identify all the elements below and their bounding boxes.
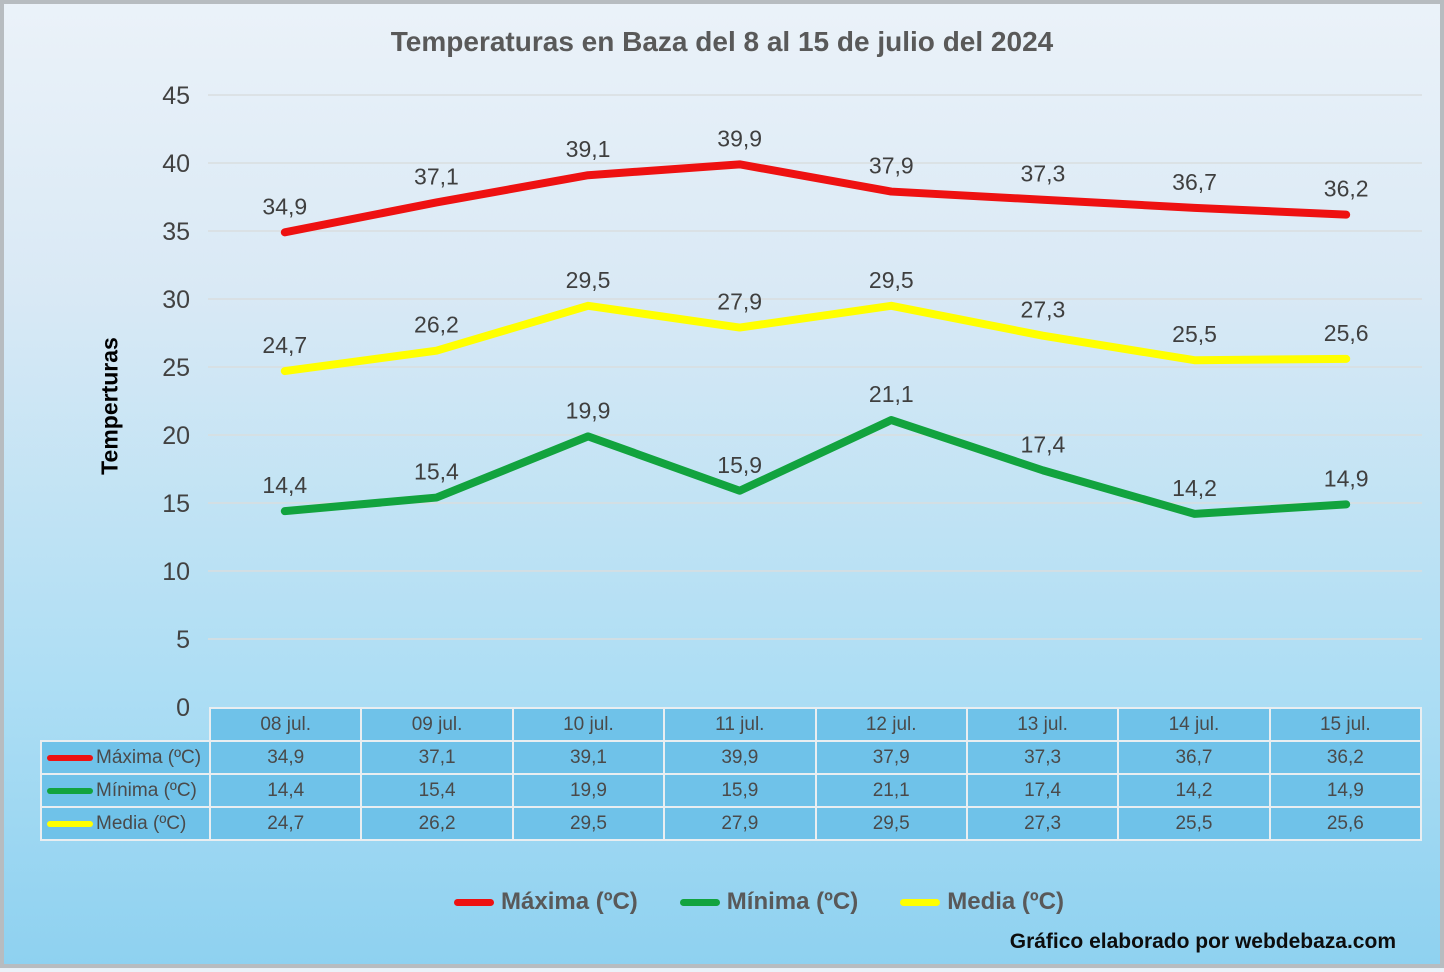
data-label: 25,5 (1172, 321, 1217, 347)
table-value-cell: 29,5 (511, 806, 666, 841)
table-series-label: Mínima (ºC) (40, 773, 211, 808)
table-value-cell: 29,5 (814, 806, 968, 841)
data-label: 39,9 (717, 125, 762, 151)
data-label: 26,2 (414, 312, 459, 338)
table-value-cell: 25,5 (1117, 806, 1271, 841)
chart-title: Temperaturas en Baza del 8 al 15 de juli… (390, 26, 1054, 57)
legend-swatch-icon (900, 898, 941, 906)
table-series-label: Media (ºC) (40, 806, 211, 841)
table-value-cell: 39,1 (511, 740, 666, 775)
table-value-cell: 15,9 (663, 773, 817, 808)
table-value-cell: 27,9 (663, 806, 817, 841)
data-label: 36,2 (1324, 176, 1369, 202)
table-value-cell: 39,9 (663, 740, 817, 775)
data-label: 27,3 (1021, 297, 1066, 323)
series-swatch-icon (47, 754, 93, 761)
y-tick-label: 35 (162, 218, 190, 246)
legend-item: Máxima (ºC) (454, 888, 638, 916)
legend-swatch-icon (454, 898, 494, 906)
y-tick-label: 5 (176, 626, 190, 654)
data-table: 08 jul. 09 jul. 10 jul. 11 jul. 12 jul. 13 ju… (40, 707, 1423, 841)
table-value-cell: 37,9 (814, 740, 968, 775)
series-swatch-icon (47, 820, 93, 827)
table-date-header: 11 jul. (663, 707, 817, 742)
line-plot: 0 5 10 15 20 25 30 35 40 45 34,9 37,1 39,1 39,9 37,9 37… (162, 82, 1422, 722)
table-value-cell: 14,9 (1268, 773, 1423, 808)
table-row: Mínima (ºC) 14,4 15,4 19,9 15,9 21,1 17,4 14,2 1… (40, 773, 1423, 808)
table-value-cell: 26,2 (360, 806, 514, 841)
data-label: 14,9 (1324, 465, 1369, 491)
data-label: 37,9 (869, 153, 914, 179)
y-tick-label: 0 (176, 694, 190, 722)
legend-label: Mínima (ºC) (726, 888, 859, 915)
y-tick-label: 20 (162, 422, 190, 450)
table-row: Máxima (ºC) 34,9 37,1 39,1 39,9 37,9 37,3 36,7 3… (40, 740, 1423, 775)
data-label: 29,5 (566, 267, 611, 293)
table-corner-cell (41, 708, 210, 741)
table-value-cell: 27,3 (965, 806, 1120, 841)
series-name: Media (ºC) (96, 812, 187, 834)
table-date-header: 09 jul. (360, 707, 514, 742)
table-header-row: 08 jul. 09 jul. 10 jul. 11 jul. 12 jul. 13 ju… (41, 707, 1423, 742)
table-value-cell: 17,4 (965, 773, 1120, 808)
table-value-cell: 19,9 (511, 773, 666, 808)
series-line-2 (280, 301, 1351, 376)
data-label: 39,1 (566, 136, 611, 162)
table-value-cell: 25,6 (1268, 806, 1423, 841)
data-label: 15,4 (414, 459, 459, 485)
credit-text: Gráfico elaborado por webdebaza.com (1009, 930, 1396, 953)
data-label: 27,9 (717, 289, 762, 315)
table-date-header: 13 jul. (965, 707, 1120, 742)
y-tick-label: 25 (162, 354, 190, 382)
data-label: 15,9 (717, 452, 762, 478)
y-tick-label: 45 (162, 82, 190, 110)
table-value-cell: 24,7 (208, 806, 363, 841)
y-tick-label: 10 (162, 558, 190, 586)
data-label: 37,3 (1021, 161, 1066, 187)
data-label: 19,9 (566, 397, 611, 423)
y-tick-label: 30 (162, 286, 190, 314)
legend-label: Media (ºC) (947, 888, 1064, 915)
table-date-header: 14 jul. (1117, 707, 1271, 742)
series-name: Máxima (ºC) (96, 746, 202, 768)
series-swatch-icon (47, 787, 93, 794)
legend-item: Mínima (ºC) (679, 888, 859, 916)
y-tick-label: 40 (162, 150, 190, 178)
table-date-header: 15 jul. (1268, 707, 1423, 742)
table-series-label: Máxima (ºC) (40, 740, 211, 775)
data-label: 17,4 (1021, 431, 1066, 457)
legend-swatch-icon (679, 898, 720, 906)
table-value-cell: 14,2 (1117, 773, 1271, 808)
data-label: 21,1 (869, 381, 914, 407)
data-label: 37,1 (414, 163, 459, 189)
legend-item: Media (ºC) (900, 888, 1064, 916)
data-label: 34,9 (262, 193, 307, 219)
table-value-cell: 21,1 (814, 773, 968, 808)
data-label: 14,4 (262, 472, 307, 498)
data-label: 25,6 (1324, 320, 1369, 346)
series-line-1 (280, 416, 1351, 518)
table-date-header: 12 jul. (814, 707, 968, 742)
data-label: 36,7 (1172, 169, 1217, 195)
table-value-cell: 37,3 (965, 740, 1120, 775)
table-value-cell: 37,1 (360, 740, 514, 775)
data-label: 24,7 (262, 332, 307, 358)
table-date-header: 08 jul. (208, 707, 363, 742)
table-value-cell: 36,2 (1268, 740, 1423, 775)
table-row: Media (ºC) 24,7 26,2 29,5 27,9 29,5 27,3 25,5 25… (40, 806, 1423, 841)
series-name: Mínima (ºC) (96, 779, 197, 801)
table-value-cell: 36,7 (1117, 740, 1271, 775)
legend-label: Máxima (ºC) (501, 888, 638, 915)
table-date-header: 10 jul. (511, 707, 666, 742)
y-tick-label: 15 (162, 490, 190, 518)
table-value-cell: 15,4 (360, 773, 514, 808)
table-value-cell: 34,9 (208, 740, 363, 775)
series-line-0 (280, 160, 1351, 237)
data-label: 29,5 (869, 267, 914, 293)
table-value-cell: 14,4 (208, 773, 363, 808)
chart-legend: Máxima (ºC) Mínima (ºC) Media (ºC) (454, 888, 1064, 916)
data-label: 14,2 (1172, 475, 1217, 501)
